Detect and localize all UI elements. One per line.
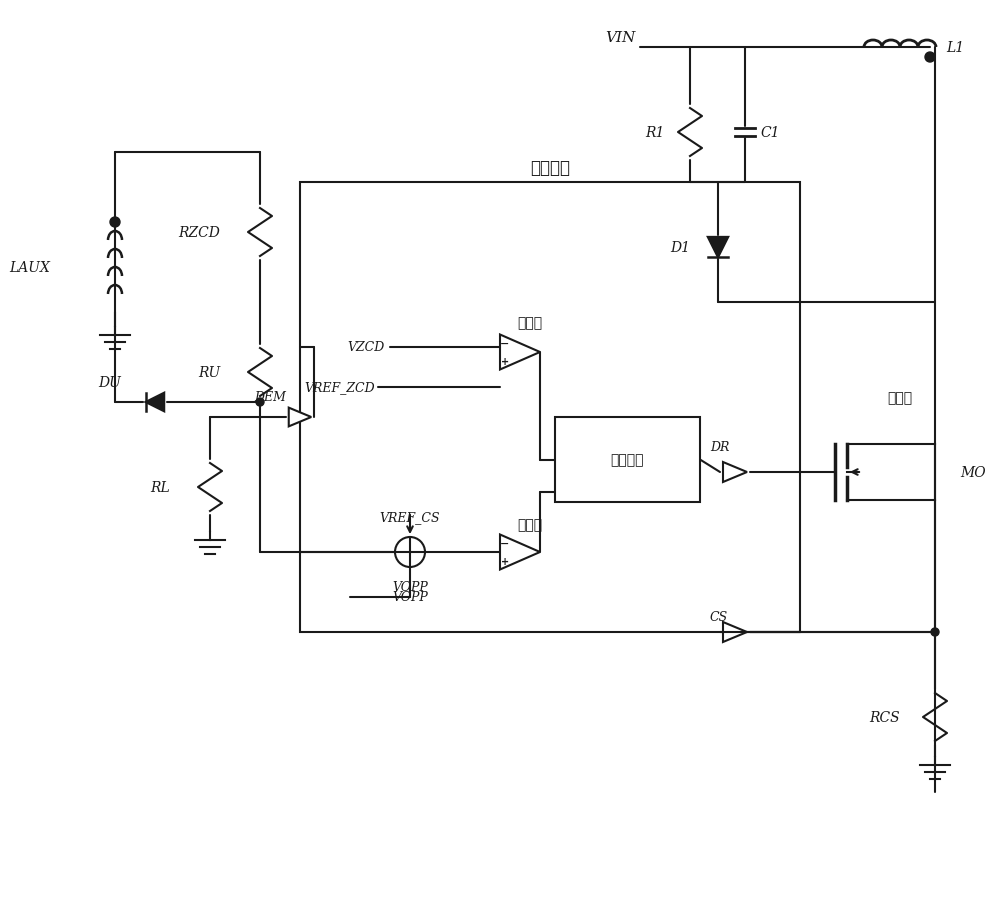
Text: RU: RU xyxy=(198,365,220,380)
Text: VOPP: VOPP xyxy=(392,581,428,594)
Text: D1: D1 xyxy=(670,241,690,254)
Text: DU: DU xyxy=(99,375,121,390)
Text: −: − xyxy=(500,339,510,349)
Text: C1: C1 xyxy=(760,126,780,140)
Text: +: + xyxy=(501,356,509,366)
Circle shape xyxy=(256,399,264,407)
Text: DEM: DEM xyxy=(254,391,286,404)
Text: 控制芯片: 控制芯片 xyxy=(530,159,570,177)
Text: −: − xyxy=(500,538,510,548)
Polygon shape xyxy=(500,535,540,570)
Text: 功率管: 功率管 xyxy=(887,391,913,405)
Text: RCS: RCS xyxy=(869,710,900,724)
Polygon shape xyxy=(723,463,747,483)
Polygon shape xyxy=(146,393,164,411)
Text: VOPP: VOPP xyxy=(392,591,428,603)
Polygon shape xyxy=(723,622,747,642)
Polygon shape xyxy=(500,336,540,370)
Text: CS: CS xyxy=(710,611,728,624)
Text: 比较器: 比较器 xyxy=(517,518,543,531)
Circle shape xyxy=(110,217,120,227)
Text: R1: R1 xyxy=(645,126,665,140)
Bar xyxy=(300,183,800,632)
Text: VIN: VIN xyxy=(605,31,635,45)
Text: VZCD: VZCD xyxy=(348,341,385,354)
Text: 比较器: 比较器 xyxy=(517,316,543,329)
Text: VREF_CS: VREF_CS xyxy=(380,511,440,524)
Bar xyxy=(555,418,700,502)
Circle shape xyxy=(925,53,935,63)
Text: LAUX: LAUX xyxy=(9,261,50,275)
Text: RZCD: RZCD xyxy=(178,226,220,240)
Text: 驱动电路: 驱动电路 xyxy=(611,453,644,467)
Text: VREF_ZCD: VREF_ZCD xyxy=(304,381,375,394)
Text: MO: MO xyxy=(960,465,986,480)
Text: L1: L1 xyxy=(946,41,964,55)
Text: DR: DR xyxy=(710,441,729,454)
Polygon shape xyxy=(708,238,728,258)
Circle shape xyxy=(931,629,939,636)
Text: +: + xyxy=(501,557,509,566)
Text: RL: RL xyxy=(150,481,170,494)
Polygon shape xyxy=(289,409,311,427)
